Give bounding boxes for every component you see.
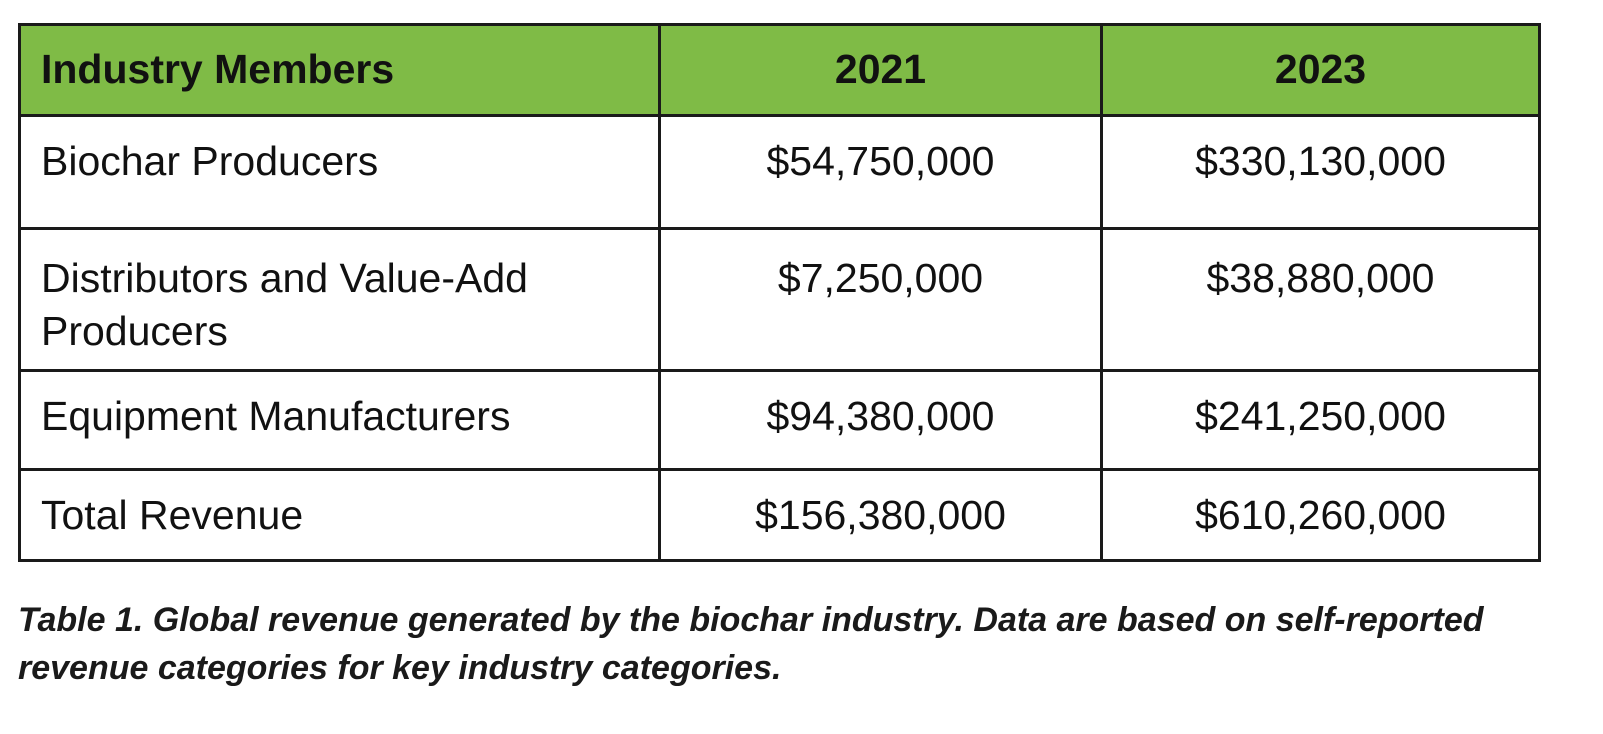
cell-2021: $54,750,000 [658, 114, 1103, 230]
table-row-total: Total Revenue $156,380,000 $610,260,000 [18, 468, 1541, 562]
cell-2023: $38,880,000 [1100, 227, 1541, 372]
row-label: Distributors and Value-Add Producers [18, 227, 661, 372]
table-row: Distributors and Value-Add Producers $7,… [18, 227, 1541, 372]
cell-2021: $7,250,000 [658, 227, 1103, 372]
table-row: Biochar Producers $54,750,000 $330,130,0… [18, 114, 1541, 230]
revenue-table-container: Industry Members 2021 2023 Biochar Produ… [18, 23, 1541, 562]
column-header-2021: 2021 [658, 23, 1103, 117]
table-header-row: Industry Members 2021 2023 [18, 23, 1541, 117]
cell-2023: $330,130,000 [1100, 114, 1541, 230]
cell-2021: $94,380,000 [658, 369, 1103, 471]
column-header-2023: 2023 [1100, 23, 1541, 117]
table-row: Equipment Manufacturers $94,380,000 $241… [18, 369, 1541, 471]
row-label: Biochar Producers [18, 114, 661, 230]
cell-2021: $156,380,000 [658, 468, 1103, 562]
row-label: Equipment Manufacturers [18, 369, 661, 471]
row-label: Total Revenue [18, 468, 661, 562]
cell-2023: $610,260,000 [1100, 468, 1541, 562]
column-header-industry-members: Industry Members [18, 23, 661, 117]
revenue-table: Industry Members 2021 2023 Biochar Produ… [18, 23, 1541, 562]
cell-2023: $241,250,000 [1100, 369, 1541, 471]
table-caption: Table 1. Global revenue generated by the… [18, 601, 1484, 688]
